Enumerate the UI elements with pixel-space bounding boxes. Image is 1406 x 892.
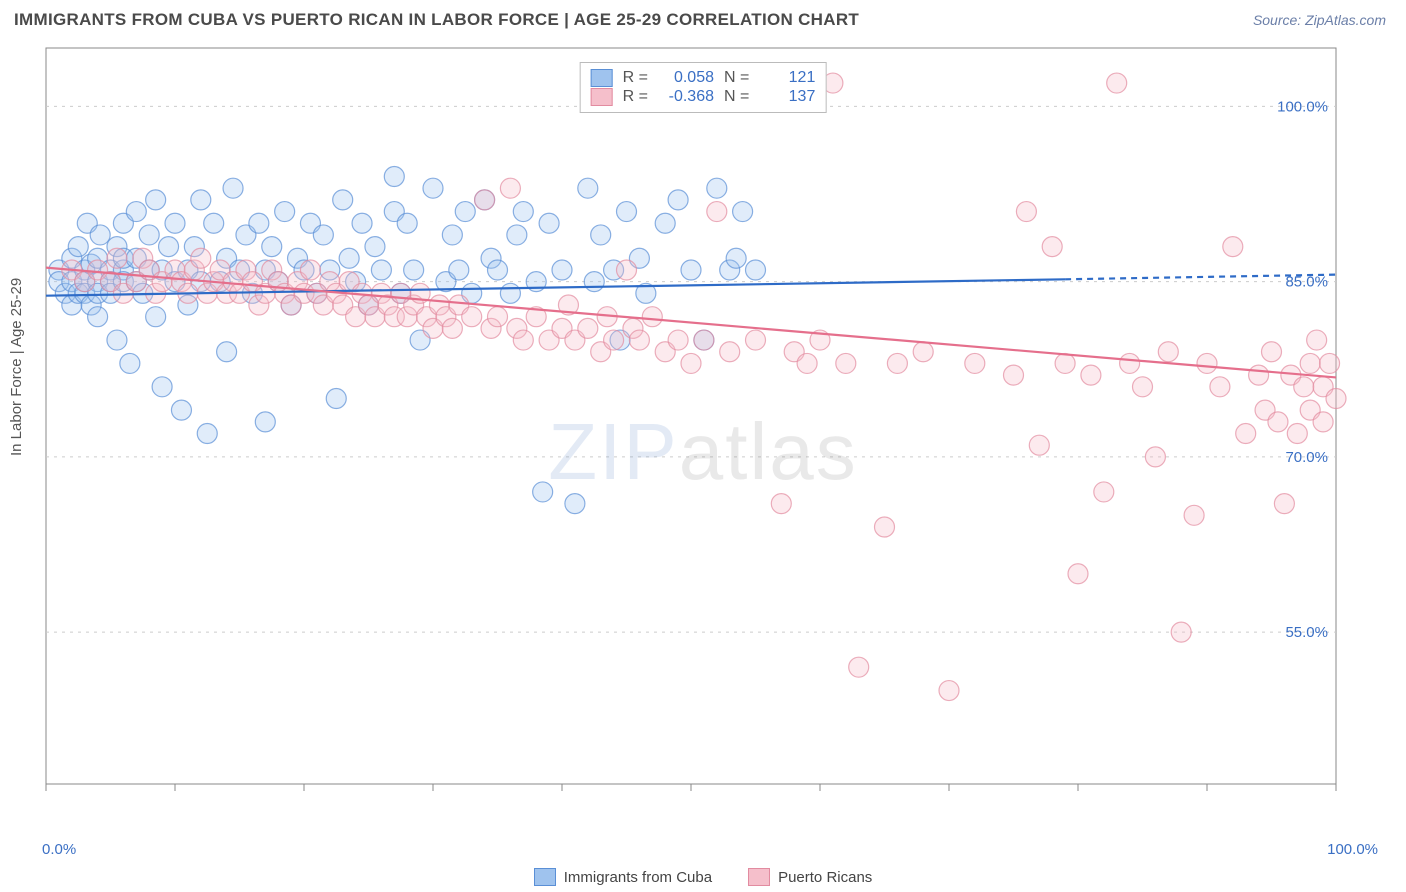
n-value-cuba: 121 [759, 69, 815, 87]
swatch-pr [591, 88, 613, 106]
n-value-pr: 137 [759, 88, 815, 106]
bottom-legend: Immigrants from Cuba Puerto Ricans [0, 868, 1406, 886]
svg-text:85.0%: 85.0% [1285, 274, 1328, 291]
r-label: R = [623, 69, 648, 87]
chart-header: IMMIGRANTS FROM CUBA VS PUERTO RICAN IN … [0, 0, 1406, 36]
n-label: N = [724, 69, 749, 87]
chart-container: In Labor Force | Age 25-29 100.0%85.0%70… [14, 36, 1392, 804]
svg-text:70.0%: 70.0% [1285, 449, 1328, 466]
svg-text:55.0%: 55.0% [1285, 624, 1328, 641]
svg-text:100.0%: 100.0% [1277, 98, 1328, 115]
chart-title: IMMIGRANTS FROM CUBA VS PUERTO RICAN IN … [14, 10, 859, 30]
n-label: N = [724, 88, 749, 106]
swatch-cuba [591, 69, 613, 87]
corr-row-pr: R = -0.368 N = 137 [591, 88, 816, 106]
swatch-cuba [534, 868, 556, 886]
swatch-pr [748, 868, 770, 886]
x-axis-tick-labels: 0.0% 100.0% [42, 841, 1378, 858]
y-axis-label: In Labor Force | Age 25-29 [8, 278, 25, 456]
correlation-legend: R = 0.058 N = 121 R = -0.368 N = 137 [580, 62, 827, 113]
legend-item-pr: Puerto Ricans [748, 868, 872, 886]
x-tick-min: 0.0% [42, 841, 76, 858]
legend-label-pr: Puerto Ricans [778, 869, 872, 886]
r-value-cuba: 0.058 [658, 69, 714, 87]
source-attribution: Source: ZipAtlas.com [1253, 12, 1386, 28]
x-tick-max: 100.0% [1327, 841, 1378, 858]
r-value-pr: -0.368 [658, 88, 714, 106]
legend-label-cuba: Immigrants from Cuba [564, 869, 712, 886]
r-label: R = [623, 88, 648, 106]
scatter-plot: 100.0% 85.0% 70.0% 55.0% [14, 36, 1350, 804]
legend-item-cuba: Immigrants from Cuba [534, 868, 712, 886]
corr-row-cuba: R = 0.058 N = 121 [591, 69, 816, 87]
